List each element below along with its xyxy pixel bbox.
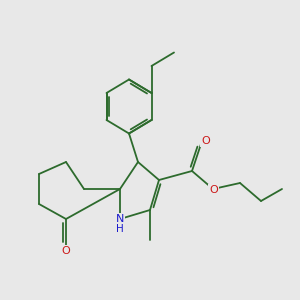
Text: O: O bbox=[61, 245, 70, 256]
Text: H: H bbox=[116, 224, 124, 235]
Text: N: N bbox=[116, 214, 124, 224]
Text: O: O bbox=[209, 184, 218, 195]
Text: O: O bbox=[201, 136, 210, 146]
